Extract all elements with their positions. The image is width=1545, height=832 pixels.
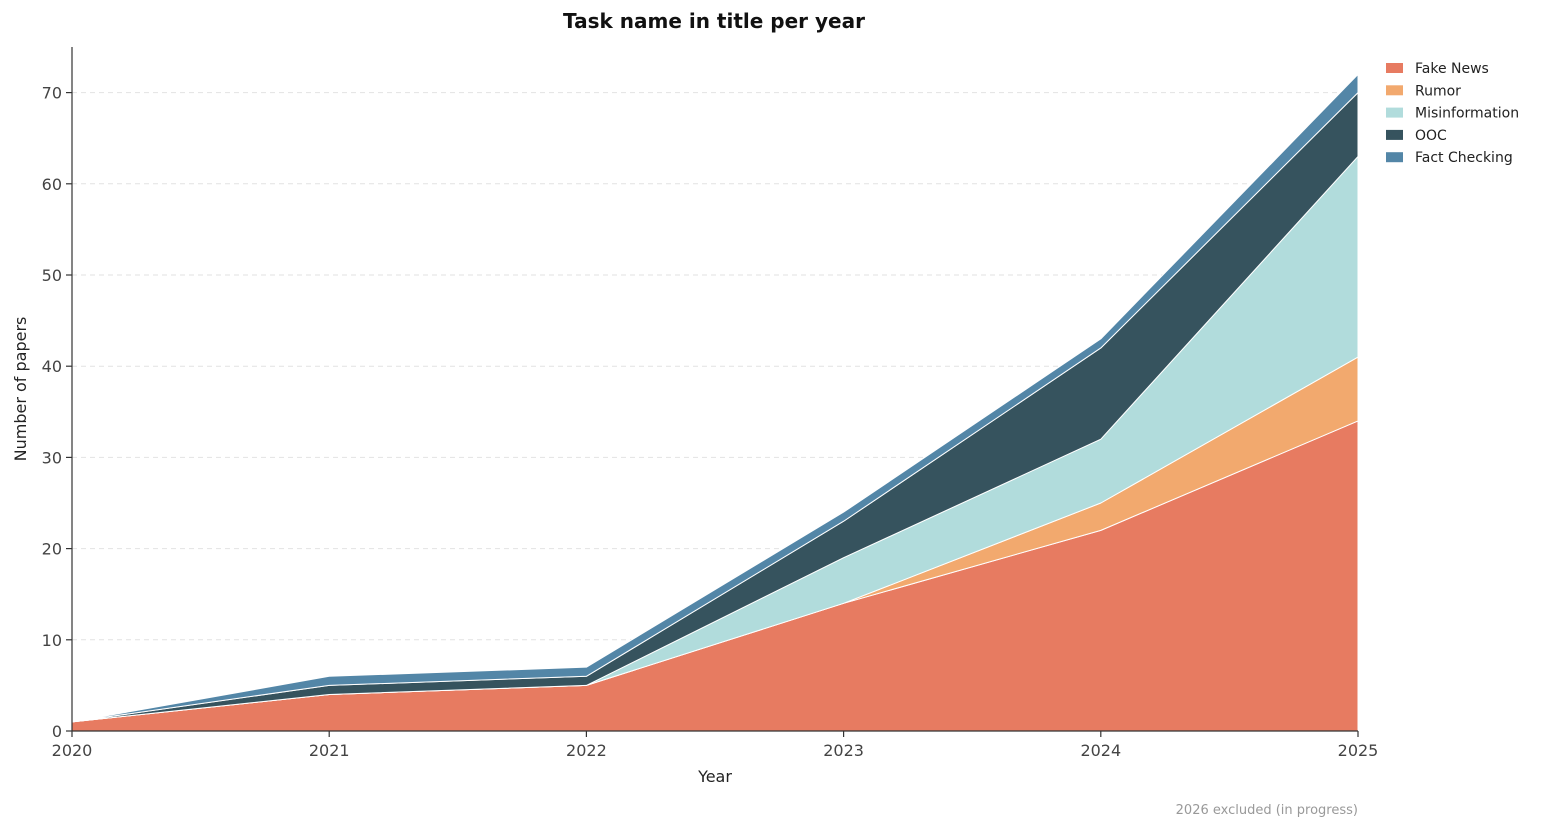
chart-title: Task name in title per year bbox=[563, 9, 865, 33]
legend-label-misinformation: Misinformation bbox=[1415, 106, 1519, 122]
legend-swatch-fact-checking bbox=[1386, 152, 1403, 163]
x-tick-label-2022: 2022 bbox=[566, 741, 607, 760]
footnote: 2026 excluded (in progress) bbox=[1176, 803, 1358, 818]
legend-label-fact-checking: Fact Checking bbox=[1415, 150, 1513, 166]
axes bbox=[71, 47, 1358, 732]
x-tick-label-2024: 2024 bbox=[1080, 741, 1121, 760]
y-tick-label-50: 50 bbox=[42, 266, 62, 285]
legend-label-ooc: OOC bbox=[1415, 128, 1447, 144]
y-tick-label-40: 40 bbox=[42, 357, 62, 376]
y-tick-label-0: 0 bbox=[52, 722, 62, 741]
legend-swatch-ooc bbox=[1386, 129, 1403, 140]
y-tick-label-70: 70 bbox=[42, 84, 62, 103]
area-fact-checking bbox=[71, 73, 1359, 723]
ticks: 0 10 20 30 40 50 60 70 2020 2021 2022 2023 2024 2025 bbox=[42, 84, 1379, 760]
legend-label-fake-news: Fake News bbox=[1415, 61, 1489, 77]
y-tick-label-30: 30 bbox=[42, 448, 62, 467]
y-tick-label-20: 20 bbox=[42, 540, 62, 559]
x-tick-label-2021: 2021 bbox=[309, 741, 350, 760]
x-tick-label-2020: 2020 bbox=[52, 741, 93, 760]
plot-area bbox=[71, 73, 1359, 732]
legend-swatch-fake-news bbox=[1386, 63, 1403, 73]
legend-swatch-rumor bbox=[1386, 85, 1403, 96]
y-axis-label: Number of papers bbox=[11, 317, 30, 462]
legend-swatch-misinformation bbox=[1386, 107, 1403, 118]
y-tick-label-10: 10 bbox=[42, 631, 62, 650]
legend: Fake News Rumor Misinformation OOC Fact Chec… bbox=[1386, 61, 1519, 166]
legend-label-rumor: Rumor bbox=[1415, 83, 1461, 99]
x-tick-label-2025: 2025 bbox=[1338, 741, 1379, 760]
y-tick-label-60: 60 bbox=[42, 175, 62, 194]
x-tick-label-2023: 2023 bbox=[823, 741, 864, 760]
x-axis-label: Year bbox=[697, 767, 732, 786]
